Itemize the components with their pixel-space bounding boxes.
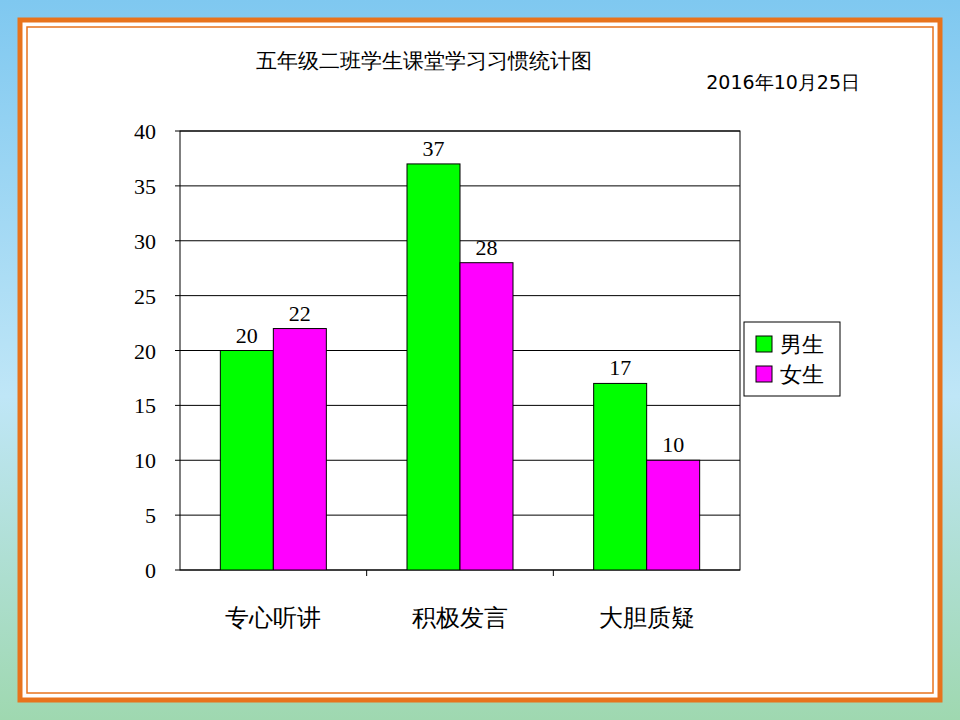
- inner-frame: [27, 27, 933, 693]
- data-label: 28: [476, 235, 498, 260]
- tick-label: 10: [134, 448, 156, 473]
- tick-label: 15: [134, 393, 156, 418]
- tick: [175, 185, 180, 186]
- grid-line: [180, 131, 740, 132]
- tick: [175, 350, 180, 351]
- subtitle: 2016年10月25日: [706, 71, 860, 93]
- tick: [175, 515, 180, 516]
- tick: [175, 240, 180, 241]
- bars: [220, 164, 699, 570]
- tick-label: 5: [145, 503, 156, 528]
- data-label: 17: [609, 355, 631, 380]
- tick: [175, 570, 180, 571]
- legend: 男生女生: [744, 322, 840, 396]
- tick-label: 40: [134, 119, 156, 144]
- plot-area: [180, 131, 740, 570]
- tick: [175, 405, 180, 406]
- category-tick: [553, 570, 554, 576]
- bar: [273, 329, 326, 570]
- category-tick: [366, 570, 367, 576]
- category-label: 专心听讲: [225, 604, 321, 632]
- bar: [460, 263, 513, 570]
- tick: [175, 295, 180, 296]
- bar: [407, 164, 460, 570]
- bar: [594, 383, 647, 570]
- data-label: 22: [289, 301, 311, 326]
- data-label: 37: [423, 136, 445, 161]
- tick: [175, 460, 180, 461]
- bar: [647, 460, 700, 570]
- tick-label: 30: [134, 229, 156, 254]
- legend-box: [744, 322, 840, 396]
- legend-label: 女生: [780, 362, 824, 387]
- legend-swatch: [756, 366, 772, 382]
- category-label: 积极发言: [412, 604, 508, 632]
- chart: 五年级二班学生课堂学习习惯统计图 2016年10月25日 0 5 10 15 20 25 30 3…: [0, 0, 960, 720]
- tick-label: 35: [134, 174, 156, 199]
- tick-label: 25: [134, 284, 156, 309]
- tick: [175, 131, 180, 132]
- frame: [20, 20, 940, 700]
- data-label: 20: [236, 323, 258, 348]
- tick-label: 20: [134, 339, 156, 364]
- data-label: 10: [662, 432, 684, 457]
- legend-label: 男生: [780, 332, 824, 357]
- data-labels: 20 22 37 28 17 10: [236, 136, 684, 457]
- category-label: 大胆质疑: [599, 604, 695, 632]
- tick-label: 0: [145, 558, 156, 583]
- legend-swatch: [756, 336, 772, 352]
- title: 五年级二班学生课堂学习习惯统计图: [256, 49, 592, 73]
- bar: [220, 351, 273, 571]
